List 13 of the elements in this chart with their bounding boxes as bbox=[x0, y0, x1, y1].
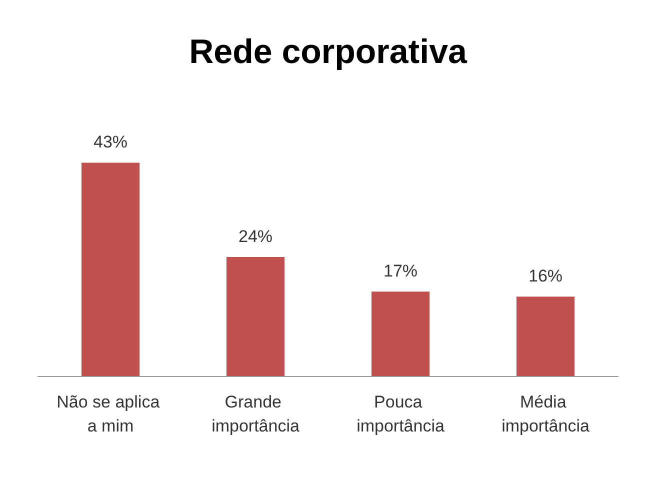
chart-title: Rede corporativa bbox=[189, 33, 468, 71]
x-tick-label: Grande importância bbox=[212, 392, 300, 436]
data-label: 17% bbox=[383, 262, 418, 281]
data-label: 16% bbox=[528, 266, 563, 286]
bar bbox=[82, 162, 140, 376]
data-label: 24% bbox=[238, 226, 273, 246]
bar bbox=[226, 256, 284, 376]
x-tick-label: Não se aplica a mim bbox=[56, 392, 164, 436]
bar bbox=[372, 292, 430, 376]
x-tick-label: Pouca importância bbox=[356, 392, 445, 436]
x-tick-label: Média importância bbox=[502, 392, 590, 436]
data-label: 43% bbox=[93, 132, 128, 152]
bar bbox=[516, 296, 574, 376]
